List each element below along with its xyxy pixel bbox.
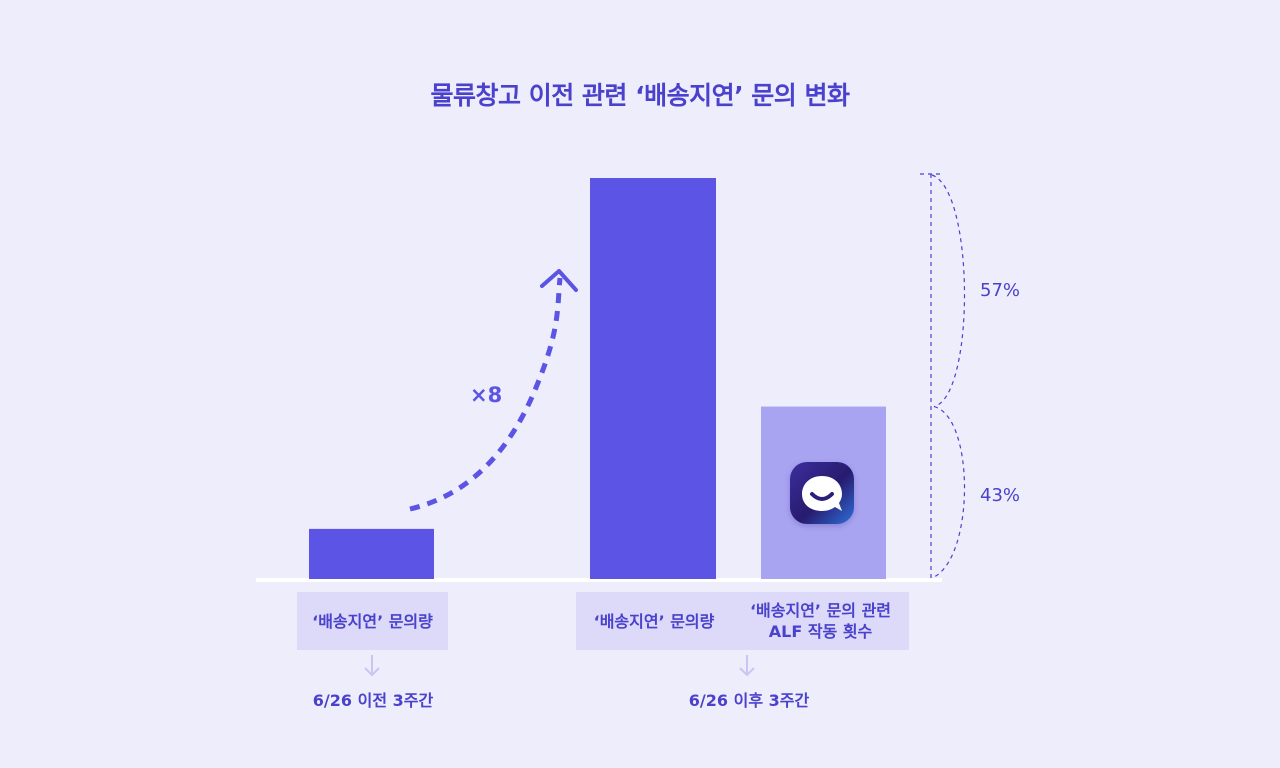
share-label-upper: 57%: [980, 280, 1021, 301]
bar-0: [309, 528, 434, 579]
arrow-down-icon: [739, 655, 755, 677]
brace-icon: [931, 174, 966, 408]
brace-icon: [931, 405, 966, 579]
category-label-before: ‘배송지연’ 문의량: [297, 592, 448, 650]
period-label-after: 6/26 이후 3주간: [688, 691, 810, 710]
alf-chat-logo-icon: [790, 462, 854, 524]
chart-title: 물류창고 이전 관련 ‘배송지연’ 문의 변화: [430, 81, 850, 110]
category-label-text: ‘배송지연’ 문의 관련 ALF 작동 횟수: [749, 601, 892, 641]
share-label-lower: 43%: [980, 485, 1021, 506]
category-label-text: ‘배송지연’ 문의량: [312, 611, 433, 631]
arrow-down-icon: [364, 655, 380, 677]
category-label-after-inquiries: ‘배송지연’ 문의량: [576, 592, 732, 650]
period-label-before: 6/26 이전 3주간: [312, 691, 434, 710]
category-label-text: ‘배송지연’ 문의량: [593, 611, 715, 631]
category-label-after-alf: ‘배송지연’ 문의 관련 ALF 작동 횟수: [732, 592, 909, 650]
multiplier-annotation: ×8: [470, 383, 503, 407]
bar-1: [590, 178, 716, 579]
arrow-head-icon: [540, 269, 578, 292]
